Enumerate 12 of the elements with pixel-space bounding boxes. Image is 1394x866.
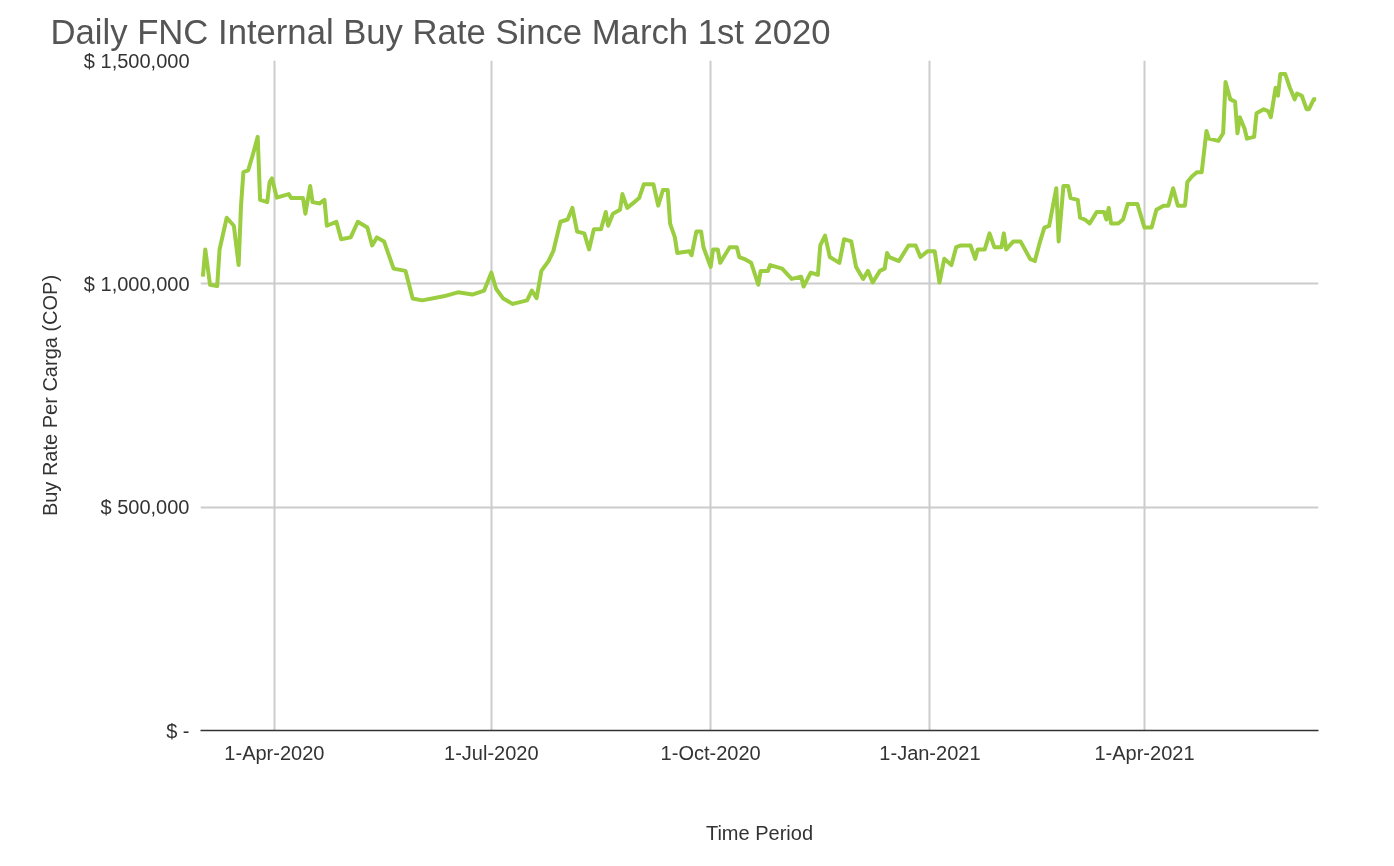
x-tick-label: 1-Apr-2020: [224, 741, 325, 764]
x-axis-title: Time Period: [705, 821, 814, 844]
x-tick-label: 1-Jul-2020: [444, 741, 539, 764]
x-tick-label: 1-Apr-2021: [1094, 741, 1195, 764]
x-tick-label: 1-Oct-2020: [660, 741, 761, 764]
chart-title: Daily FNC Internal Buy Rate Since March 1st 2020: [50, 12, 831, 51]
y-tick-label: $ 500,000: [100, 496, 190, 519]
y-axis-title: Buy Rate Per Carga (COP): [38, 274, 61, 517]
x-tick-label: 1-Jan-2021: [879, 741, 981, 764]
line-series: [200, 71, 1319, 306]
y-tick-label: $ -: [166, 719, 190, 742]
y-tick-label: $ 1,000,000: [83, 272, 190, 295]
